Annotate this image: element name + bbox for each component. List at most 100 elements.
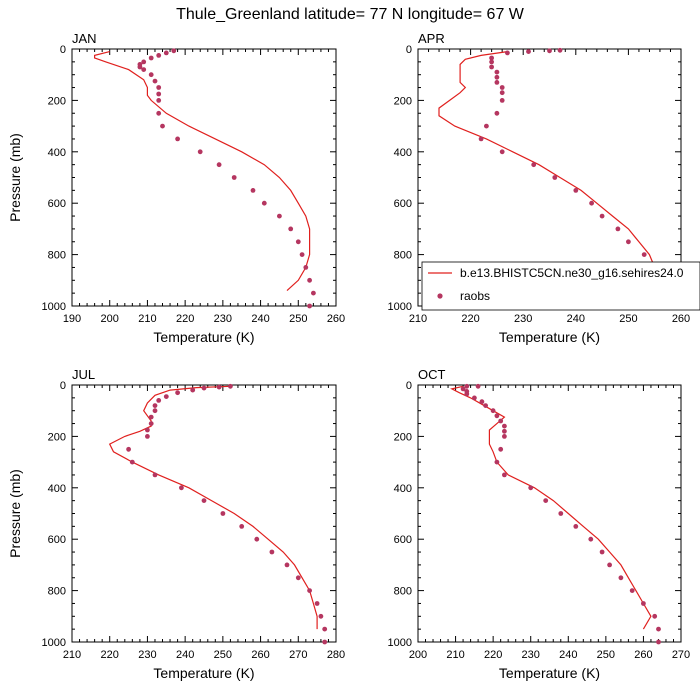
plot-frame <box>71 384 337 643</box>
raobs-point <box>652 613 658 619</box>
raobs-point <box>475 383 481 389</box>
x-tick-label: 200 <box>409 649 427 661</box>
y-axis-label: Pressure (mb) <box>7 469 23 558</box>
raobs-point <box>152 78 158 84</box>
raobs-point <box>239 524 245 529</box>
x-tick-label: 190 <box>63 313 81 325</box>
raobs-point <box>163 50 169 56</box>
raobs-point <box>494 69 500 75</box>
raobs-point <box>499 149 505 155</box>
raobs-point <box>295 575 301 581</box>
raobs-point <box>175 390 181 396</box>
x-tick-label: 250 <box>214 649 232 661</box>
x-tick-label: 230 <box>514 313 532 325</box>
y-tick-label: 1000 <box>42 301 66 313</box>
raobs-point <box>502 434 507 439</box>
x-tick-label: 210 <box>409 313 427 325</box>
raobs-point <box>599 549 605 555</box>
raobs-point <box>656 626 661 632</box>
raobs-point <box>498 446 504 452</box>
x-tick-label: 210 <box>446 649 464 661</box>
x-tick-label: 240 <box>567 313 585 325</box>
x-tick-label: 220 <box>484 649 502 661</box>
raobs-point <box>502 472 507 478</box>
chart-title: Thule_Greenland latitude= 77 N longitude… <box>176 6 525 23</box>
y-tick-label: 0 <box>60 44 66 56</box>
y-tick-label: 800 <box>48 586 66 598</box>
raobs-point <box>599 213 605 219</box>
legend-model-label: b.e13.BHISTC5CN.ne30_g16.sehires24.0 <box>460 266 684 280</box>
raobs-point <box>528 485 534 491</box>
raobs-point <box>641 252 647 257</box>
x-tick-label: 230 <box>214 313 232 325</box>
raobs-point <box>318 613 324 619</box>
x-axis-label: Temperature (K) <box>153 665 254 681</box>
raobs-point <box>152 403 158 408</box>
raobs-point <box>499 90 505 96</box>
y-tick-label: 400 <box>48 147 66 159</box>
raobs-point <box>498 418 504 424</box>
x-tick-label: 240 <box>251 313 269 325</box>
raobs-point <box>588 536 594 542</box>
raobs-point <box>322 626 328 632</box>
raobs-point <box>228 383 233 389</box>
y-tick-label: 200 <box>48 95 66 107</box>
raobs-point <box>307 277 312 283</box>
plot-frame <box>71 48 337 307</box>
legend-dot-sample <box>437 293 443 299</box>
raobs-point <box>190 387 196 393</box>
x-tick-label: 210 <box>63 649 81 661</box>
x-tick-label: 240 <box>559 649 577 661</box>
raobs-point <box>464 383 470 389</box>
raobs-point <box>254 536 260 542</box>
raobs-point <box>547 48 552 54</box>
raobs-point <box>489 55 494 61</box>
chart-panel-apr: 210 220 230 240 250 260 0 200 400 600 800 1000 Tempe… <box>388 31 700 345</box>
y-tick-label: 200 <box>394 431 412 443</box>
raobs-point <box>626 239 631 245</box>
raobs-point <box>179 485 184 491</box>
x-tick-label: 260 <box>327 313 345 325</box>
y-tick-label: 200 <box>394 95 412 107</box>
raobs-point <box>494 74 500 80</box>
raobs-point <box>261 200 267 206</box>
raobs-point <box>220 511 226 516</box>
raobs-point <box>175 136 181 142</box>
x-tick-label: 260 <box>672 313 690 325</box>
x-axis-label: Temperature (K) <box>153 329 254 345</box>
raobs-point <box>288 226 294 232</box>
raobs-point <box>145 427 150 433</box>
raobs-point <box>148 72 154 78</box>
raobs-point <box>573 188 579 193</box>
raobs-point <box>629 588 635 593</box>
y-tick-label: 400 <box>394 147 412 159</box>
raobs-point <box>299 252 305 257</box>
y-tick-label: 1000 <box>42 637 66 649</box>
raobs-point <box>156 398 162 403</box>
raobs-point <box>557 47 563 53</box>
raobs-point <box>502 423 507 429</box>
y-tick-label: 600 <box>394 198 412 210</box>
y-tick-label: 800 <box>394 250 412 262</box>
raobs-point <box>552 175 558 180</box>
raobs-point <box>156 98 162 103</box>
raobs-point <box>277 213 282 219</box>
x-tick-label: 260 <box>634 649 652 661</box>
y-tick-label: 1000 <box>388 301 412 313</box>
raobs-point <box>156 91 162 97</box>
raobs-point <box>284 562 290 568</box>
y-tick-label: 0 <box>406 44 412 56</box>
x-tick-label: 250 <box>619 313 637 325</box>
raobs-point <box>307 303 312 309</box>
y-tick-label: 800 <box>48 250 66 262</box>
raobs-point <box>460 386 466 392</box>
x-axis-label: Temperature (K) <box>499 329 600 345</box>
raobs-point <box>197 149 203 155</box>
x-tick-label: 250 <box>289 313 307 325</box>
raobs-point <box>502 428 507 434</box>
chart-panel-jul: 210 220 230 240 250 260 270 280 0 200 400 600 800 100… <box>7 367 345 681</box>
x-tick-label: 230 <box>138 649 156 661</box>
raobs-point <box>490 408 496 414</box>
raobs-point <box>250 188 256 193</box>
